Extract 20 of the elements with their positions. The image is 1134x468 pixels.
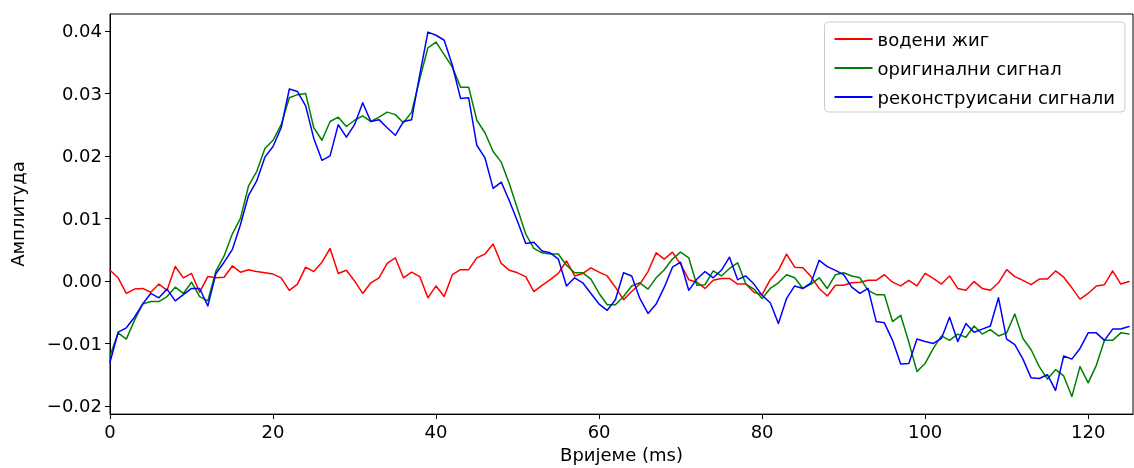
legend-label: оригинални сигнал xyxy=(877,57,1062,79)
y-tick-label: −0.01 xyxy=(46,332,102,354)
x-tick-label: 60 xyxy=(587,420,611,442)
y-tick-label: 0.00 xyxy=(61,270,102,292)
legend-label: водени жиг xyxy=(877,28,990,50)
y-tick-label: 0.03 xyxy=(61,82,102,104)
x-tick-label: 100 xyxy=(907,420,943,442)
x-axis-title: Вријеме (ms) xyxy=(560,443,683,465)
y-axis-title: Амплитуда xyxy=(6,161,28,267)
line-series xyxy=(109,243,1130,301)
x-tick-label: 20 xyxy=(261,420,285,442)
y-tick-label: 0.01 xyxy=(61,207,102,229)
x-tick-label: 120 xyxy=(1070,420,1106,442)
y-tick-label: 0.04 xyxy=(61,20,102,42)
y-tick-label: 0.02 xyxy=(61,145,102,167)
y-tick-label: −0.02 xyxy=(46,395,102,417)
x-tick-label: 40 xyxy=(424,420,448,442)
x-tick-label: 80 xyxy=(750,420,774,442)
x-tick-label: 0 xyxy=(104,420,116,442)
legend-label: реконструисани сигнали xyxy=(877,86,1115,108)
